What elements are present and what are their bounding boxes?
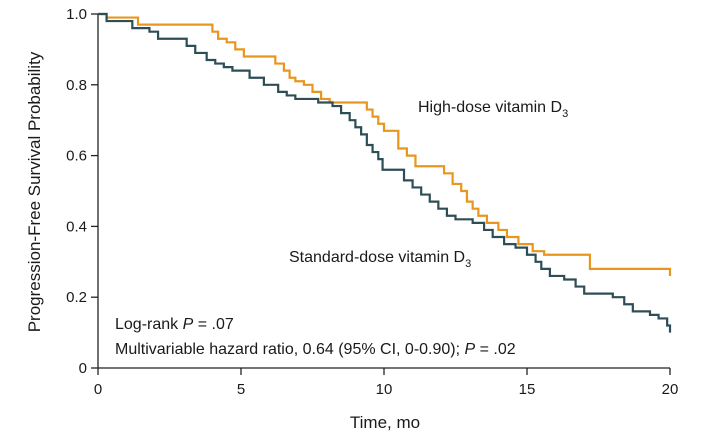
y-tick-label: 0.4 (66, 218, 87, 235)
y-tick-label: 1.0 (66, 6, 87, 23)
hazard-ratio-annotation: Multivariable hazard ratio, 0.64 (95% CI… (115, 341, 516, 358)
x-tick-label: 10 (376, 381, 393, 398)
y-tick-label: 0 (79, 360, 87, 377)
x-tick-label: 15 (519, 381, 536, 398)
y-tick-label: 0.8 (66, 77, 87, 94)
series-label-standard-dose: Standard-dose vitamin D3 (289, 249, 471, 270)
series-label-high-dose: High-dose vitamin D3 (418, 99, 568, 120)
logrank-annotation: Log-rank P = .07 (115, 316, 234, 333)
x-tick-label: 0 (94, 381, 102, 398)
y-tick-label: 0.6 (66, 148, 87, 165)
x-axis-title: Time, mo (350, 413, 420, 432)
axes: 0 0.2 0.4 0.6 0.8 1.0 0 5 10 15 20 (66, 6, 678, 398)
standard-dose-survival-curve (98, 12, 672, 333)
survival-curves (98, 12, 672, 333)
y-axis-title: Progression-Free Survival Probability (25, 51, 44, 332)
x-tick-label: 20 (662, 381, 679, 398)
high-dose-survival-curve (98, 12, 672, 276)
y-tick-label: 0.2 (66, 289, 87, 306)
x-tick-label: 5 (237, 381, 245, 398)
